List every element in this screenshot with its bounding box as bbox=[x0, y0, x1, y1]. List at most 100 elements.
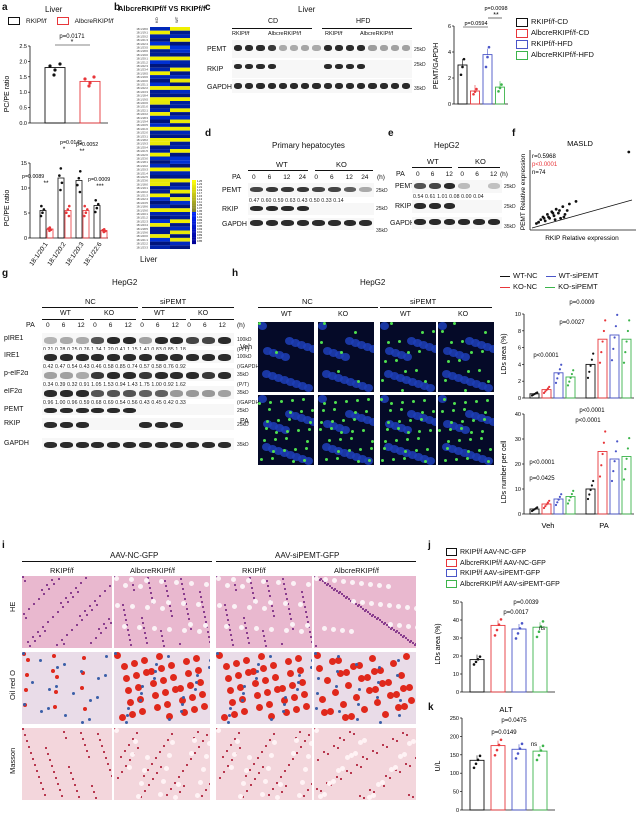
nucleus bbox=[391, 349, 400, 357]
heatmap-cell bbox=[150, 78, 170, 83]
lipid-droplet bbox=[335, 657, 342, 664]
western-band bbox=[301, 45, 310, 51]
nucleus bbox=[80, 732, 82, 734]
panel-i-geno: AlbcreRKIPf/f bbox=[334, 566, 380, 575]
point bbox=[558, 495, 561, 498]
vacuole bbox=[263, 779, 268, 784]
lipid-droplet bbox=[52, 654, 56, 658]
scale-cell bbox=[192, 184, 196, 187]
heatmap-row-label: 18:1/18:6 bbox=[136, 49, 148, 53]
nucleus bbox=[285, 785, 287, 787]
point bbox=[40, 204, 43, 208]
lipid-droplet bbox=[119, 714, 126, 721]
point bbox=[472, 766, 476, 770]
blot bbox=[42, 404, 234, 415]
lipid-droplet bbox=[256, 704, 263, 711]
heatmap-row-label: 18:1/22:1 bbox=[136, 108, 148, 112]
tick-label: 5 bbox=[24, 211, 27, 217]
lipid-droplet bbox=[489, 448, 492, 451]
western-band bbox=[107, 390, 121, 397]
nucleus bbox=[403, 426, 412, 434]
vacuole bbox=[269, 627, 274, 632]
lipid-droplet bbox=[172, 686, 179, 693]
tick-label: 0 bbox=[448, 102, 451, 108]
lipid-droplet bbox=[306, 440, 309, 443]
vacuole bbox=[204, 754, 209, 759]
nucleus bbox=[207, 631, 209, 633]
nucleus bbox=[55, 777, 57, 779]
heatmap-row-label: 18:1/21:6 bbox=[136, 127, 148, 131]
western-band bbox=[186, 354, 200, 361]
nucleus bbox=[22, 576, 24, 578]
divider bbox=[142, 319, 186, 320]
panel-g-row-label: GAPDH bbox=[4, 440, 29, 447]
tick-label: 0.5 bbox=[19, 106, 27, 112]
point bbox=[616, 440, 619, 443]
point bbox=[598, 361, 602, 364]
lipid-droplet bbox=[354, 331, 357, 334]
lipid-droplet bbox=[51, 669, 55, 673]
nucleus bbox=[414, 644, 416, 646]
vacuole bbox=[188, 622, 193, 627]
lipid-droplet bbox=[382, 711, 389, 718]
vacuole bbox=[137, 625, 142, 630]
nucleus bbox=[72, 778, 74, 780]
vacuole bbox=[139, 781, 144, 786]
nucleus bbox=[230, 744, 232, 746]
heatmap-row-labels: 18:1/18:018:1/19:118:1/20:218:1/21:318:1… bbox=[136, 27, 148, 249]
lipid-droplet bbox=[260, 458, 263, 461]
nucleus bbox=[205, 621, 207, 623]
nucleus bbox=[133, 589, 135, 591]
nucleus bbox=[62, 606, 64, 608]
nucleus bbox=[257, 663, 260, 666]
tick-label: 15 bbox=[21, 161, 27, 167]
western-band bbox=[123, 337, 136, 344]
heatmap-row-label: 18:1/23:2 bbox=[136, 112, 148, 116]
point bbox=[556, 501, 559, 504]
heatmap-cell bbox=[150, 163, 170, 168]
nucleus bbox=[182, 696, 185, 699]
vacuole bbox=[216, 728, 221, 733]
panel-i-geno: AlbcreRKIPf/f bbox=[130, 566, 176, 575]
scale-label: 0.95 bbox=[197, 224, 203, 228]
scale-label: 1.09 bbox=[197, 203, 203, 207]
point bbox=[516, 632, 520, 635]
point bbox=[499, 618, 503, 621]
nucleus bbox=[355, 663, 358, 666]
nucleus bbox=[273, 733, 275, 735]
point bbox=[602, 441, 605, 444]
nucleus bbox=[362, 756, 364, 758]
lipid-droplet bbox=[432, 410, 435, 413]
p-value: p=0.0009 bbox=[88, 177, 110, 183]
nucleus bbox=[24, 580, 26, 582]
lipid-droplet bbox=[371, 668, 378, 675]
vacuole bbox=[407, 741, 412, 746]
nucleus bbox=[241, 699, 244, 702]
point bbox=[514, 757, 518, 760]
nucleus bbox=[409, 765, 411, 767]
nucleus bbox=[70, 772, 72, 774]
nucleus bbox=[227, 619, 229, 621]
heatmap-cell bbox=[170, 30, 190, 35]
lipid-droplet bbox=[412, 400, 415, 403]
nucleus bbox=[183, 785, 185, 787]
heatmap-row-label: 18:1/18:5 bbox=[136, 71, 148, 75]
nucleus bbox=[281, 353, 290, 361]
lipid-droplet bbox=[139, 708, 146, 715]
nucleus bbox=[231, 639, 233, 641]
lipid-droplet bbox=[229, 699, 236, 706]
point bbox=[548, 499, 551, 502]
lipid-droplet bbox=[235, 672, 242, 679]
quant-norm: (/GAPDH) bbox=[237, 364, 262, 370]
western-band bbox=[170, 442, 184, 448]
lipid-droplet bbox=[258, 322, 261, 325]
nucleus bbox=[291, 339, 300, 347]
panel-c-lane-2: AlbcreRKIPf/f bbox=[268, 31, 302, 37]
lipid-droplet bbox=[323, 322, 326, 325]
nucleus bbox=[231, 759, 233, 761]
nucleus bbox=[276, 782, 278, 784]
panel-h-geno: KO bbox=[458, 311, 469, 318]
lipid-droplet bbox=[453, 402, 456, 405]
nucleus bbox=[345, 410, 354, 418]
panel-f-scatter: MASLD r=0.5968 p<0.0001 n=74 PEMT Relati… bbox=[520, 139, 636, 242]
